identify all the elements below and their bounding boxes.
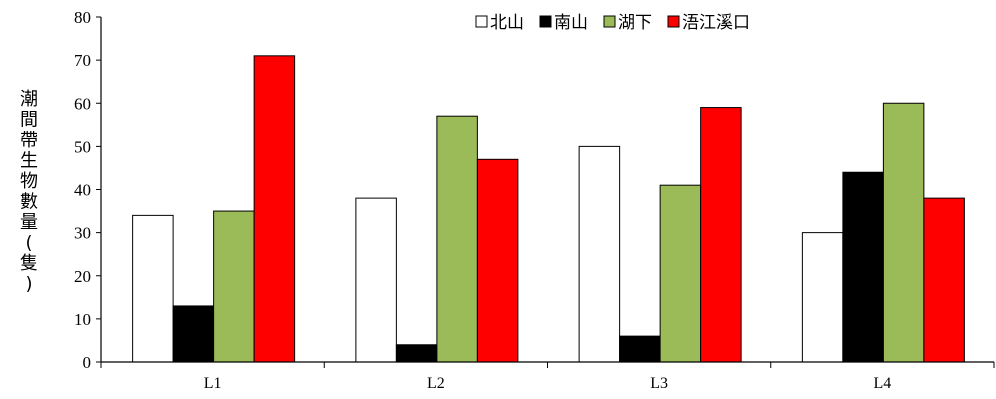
legend-label: 湖下 [618, 13, 652, 33]
y-axis-ticks: 0 10 20 30 40 50 60 70 80 [74, 8, 101, 372]
bar-L4-1 [801, 232, 844, 363]
y-tick-label: 0 [83, 353, 92, 372]
bar-L1-3 [213, 210, 255, 363]
legend-swatch [667, 15, 680, 28]
legend-item: 浯江溪口 [667, 13, 750, 33]
legend-label: 浯江溪口 [682, 13, 750, 33]
legend-item: 湖下 [603, 13, 652, 33]
x-tick-label: L4 [873, 375, 891, 392]
y-axis-title: 潮間帶生物數量(隻) [20, 89, 38, 295]
x-tick-label: L2 [427, 375, 445, 392]
bar-L3-1 [578, 145, 621, 363]
legend-swatch [475, 15, 488, 28]
y-tick-label: 20 [74, 267, 91, 286]
bar-L1-2 [172, 305, 215, 363]
legend-swatch [603, 15, 616, 28]
y-tick-label: 70 [74, 51, 91, 70]
bar-L3-3 [659, 184, 702, 363]
legend-swatch [539, 15, 552, 28]
y-tick-label: 30 [74, 224, 91, 243]
legend-label: 南山 [554, 13, 588, 33]
y-tick-label: 50 [74, 137, 91, 156]
legend-item: 南山 [539, 13, 588, 33]
legend-item: 北山 [475, 13, 524, 33]
bar-L3-4 [700, 107, 742, 363]
legend-label: 北山 [490, 13, 524, 33]
bar-L3-2 [619, 335, 661, 363]
x-tick-label: L1 [204, 375, 222, 392]
y-tick-label: 60 [74, 94, 91, 113]
legend: 北山 南山 湖下 浯江溪口 [475, 13, 750, 33]
axes [100, 17, 995, 368]
bars [132, 55, 965, 363]
x-tick-label: L3 [650, 375, 668, 392]
x-axis-labels: L1 L2 L3 L4 [204, 375, 892, 392]
bar-L1-4 [253, 55, 296, 363]
bar-L4-3 [882, 102, 925, 363]
bar-L4-2 [842, 171, 884, 363]
bar-L1-1 [132, 214, 174, 363]
y-tick-label: 40 [74, 181, 91, 200]
bar-L2-4 [476, 158, 519, 363]
y-tick-label: 80 [74, 8, 91, 27]
bar-L2-2 [395, 344, 438, 363]
bar-L2-3 [436, 115, 478, 363]
bar-L2-1 [355, 197, 397, 363]
y-axis-label: 潮間帶生物數量(隻) [20, 89, 38, 295]
bar-L4-4 [923, 197, 965, 363]
y-tick-label: 10 [74, 310, 91, 329]
